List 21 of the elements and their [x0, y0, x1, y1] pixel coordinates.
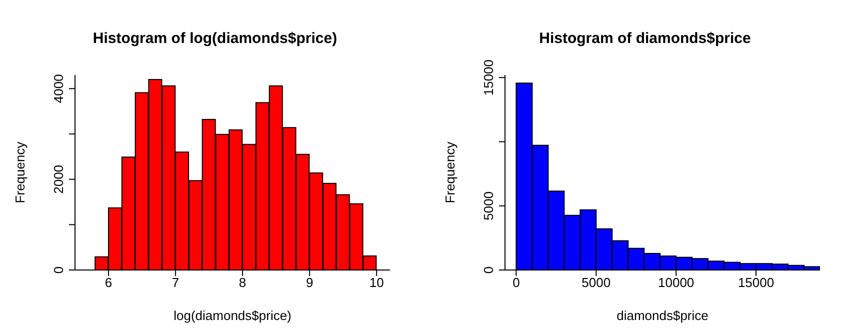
x-axis-title: diamonds$price — [616, 308, 708, 323]
y-tick-label: 5000 — [481, 191, 496, 220]
x-tick-label: 7 — [172, 275, 180, 290]
y-axis-title: Frequency — [442, 141, 458, 204]
chart-title: Histogram of diamonds$price — [538, 30, 752, 47]
x-tick-label: 5000 — [582, 275, 611, 290]
x-tick-label: 0 — [512, 275, 520, 290]
y-tick-label: 0 — [481, 266, 496, 274]
y-axis-title: Frequency — [12, 141, 28, 204]
x-axis-title: log(diamonds$price) — [174, 308, 292, 323]
chart-title: Histogram of log(diamonds$price) — [92, 30, 338, 47]
x-tick-label: 15000 — [738, 275, 774, 290]
x-tick-label: 10000 — [658, 275, 694, 290]
x-tick-label: 8 — [238, 275, 246, 290]
x-tick-label: 10 — [369, 275, 384, 290]
y-tick-label: 15000 — [481, 59, 496, 96]
x-tick-label: 6 — [104, 275, 112, 290]
y-tick-label: 4000 — [51, 74, 66, 104]
y-tick-label: 0 — [51, 266, 66, 274]
x-tick-label: 9 — [306, 275, 314, 290]
y-tick-label: 2000 — [51, 164, 66, 194]
